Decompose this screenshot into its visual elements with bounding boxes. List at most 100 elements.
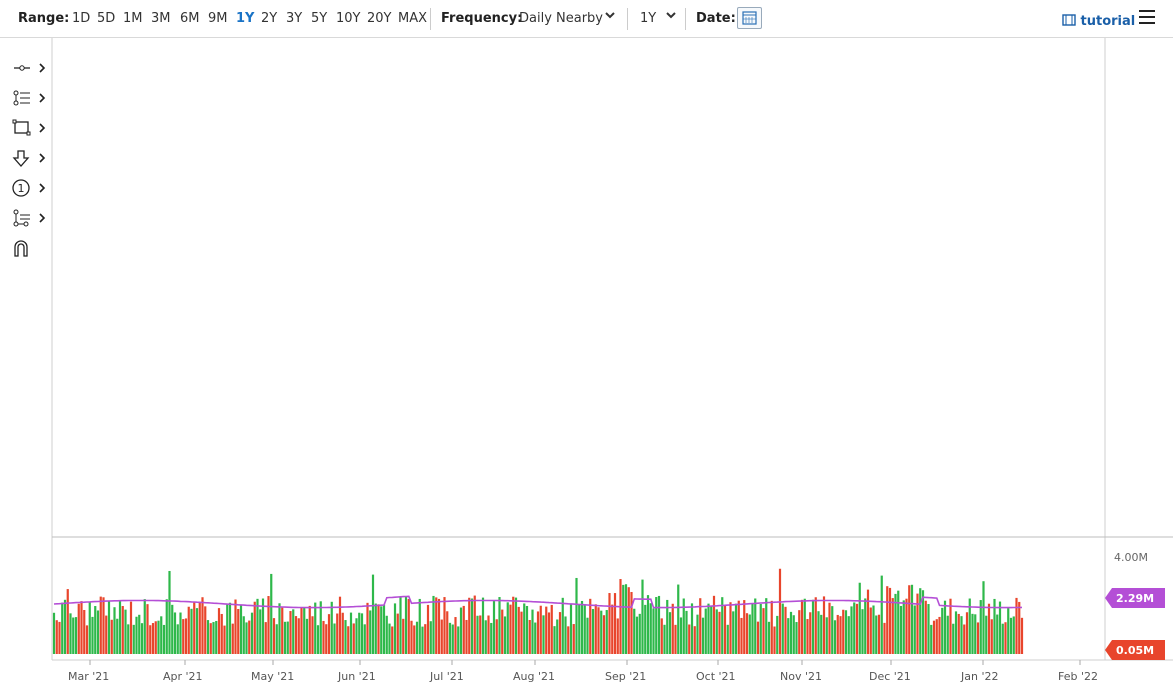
number-marker-tool-icon[interactable]: 1 [12,178,48,198]
range-button-max[interactable]: MAX [398,11,428,26]
volume-bar [476,615,479,654]
volume-bar [756,621,760,654]
range-button-1y[interactable]: 1Y [236,11,255,26]
volume-bar [690,603,694,654]
volume-bar [630,592,633,654]
range-button-2y[interactable]: 2Y [261,11,278,26]
range-button-1d[interactable]: 1D [72,11,91,26]
range-button-5y[interactable]: 5Y [311,11,328,26]
volume-bar [649,603,652,654]
volume-bar [638,613,641,654]
volume-bar [943,600,947,654]
volume-bar [616,618,619,654]
x-tick-label: Dec '21 [869,670,911,683]
volume-bar [338,596,342,654]
volume-bar [842,609,845,654]
period-select[interactable]: 1Y [640,11,657,26]
volume-bar [704,608,707,654]
volume-bar [622,584,625,654]
volume-bar [957,613,960,654]
volume-bar [547,612,551,654]
volume-bar [182,619,185,654]
volume-bar [998,601,1002,654]
tutorial-link[interactable]: tutorial [1062,14,1135,29]
menu-icon[interactable] [1139,10,1155,24]
volume-bar [605,610,608,654]
arrow-down-tool-icon[interactable] [12,148,48,168]
volume-bar [726,624,729,654]
volume-bar [916,593,919,654]
volume-bar [341,612,344,654]
volume-bar [875,615,878,654]
volume-bar [99,596,102,654]
volume-bar [248,620,251,654]
range-button-1m[interactable]: 1M [123,11,143,26]
volume-bar [492,601,496,654]
volume-bar [446,611,449,654]
volume-bar [960,616,963,654]
volume-bar [627,587,630,654]
volume-bar [839,616,842,654]
volume-bar [968,598,971,654]
volume-bar [146,604,149,654]
volume-bar [619,579,622,654]
volume-bar [1015,597,1018,654]
volume-bar [976,622,980,654]
volume-bar [751,603,754,654]
volume-bar [927,604,930,654]
volume-bar [487,615,490,654]
svg-text:2.29M: 2.29M [1116,592,1154,605]
volume-bar [151,623,155,654]
trend-tool-icon[interactable] [12,208,48,228]
volume-bar [349,612,353,654]
rectangle-tool-icon[interactable] [12,118,48,138]
volume-bar [982,581,985,654]
range-button-6m[interactable]: 6M [180,11,200,26]
volume-bar [127,624,130,654]
volume-bar [473,595,476,654]
volume-bar [380,606,383,654]
volume-bar [578,603,581,654]
volume-bar [990,619,993,654]
volume-bar [517,606,520,654]
range-button-9m[interactable]: 9M [208,11,228,26]
range-button-5d[interactable]: 5D [97,11,116,26]
x-tick-label: Jan '22 [960,670,998,683]
line-tool-icon[interactable] [12,58,48,78]
volume-bar [69,613,72,654]
price-chart[interactable]: 5,000.004,800.004,600.004,400.004,200.00… [0,38,1173,689]
volume-bar [154,621,157,654]
magnet-icon[interactable] [12,238,48,258]
frequency-select[interactable]: Daily Nearby [519,11,604,26]
volume-bar [479,615,482,654]
chevron-down-icon[interactable] [665,9,677,25]
divider [430,8,431,30]
volume-bar [300,607,303,654]
volume-bar [129,601,133,654]
volume-bar [913,605,916,654]
volume-bar [987,603,991,654]
range-button-3y[interactable]: 3Y [286,11,303,26]
volume-bar [877,614,881,654]
chevron-down-icon[interactable] [604,9,616,25]
volume-bar [952,623,955,654]
volume-bar [270,573,273,654]
volume-bar [319,601,322,654]
range-button-10y[interactable]: 10Y [336,11,361,26]
volume-bar [234,599,237,654]
volume-bar [685,610,688,654]
volume-bar [261,598,265,654]
x-tick-label: Aug '21 [513,670,555,683]
volume-bar [633,608,636,654]
fibonacci-tool-icon[interactable] [12,88,48,108]
volume-bar [666,599,669,654]
range-button-20y[interactable]: 20Y [367,11,392,26]
volume-bar [418,598,421,654]
volume-bar [715,609,718,654]
volume-bar [624,584,628,654]
volume-bar [921,590,925,654]
range-button-3m[interactable]: 3M [151,11,171,26]
calendar-icon[interactable] [737,7,762,29]
volume-bar [289,611,292,654]
volume-bar [424,624,427,654]
